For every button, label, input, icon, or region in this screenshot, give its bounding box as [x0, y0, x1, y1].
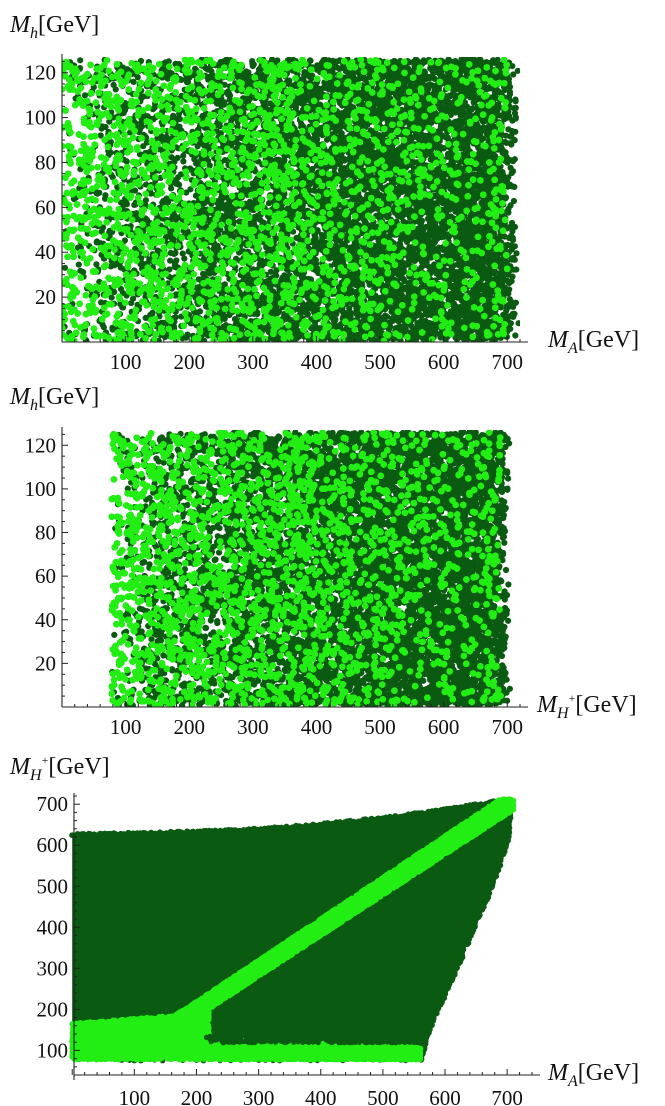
scatter-point	[515, 320, 520, 327]
scatter-point	[130, 78, 137, 85]
scatter-point	[128, 300, 135, 307]
scatter-point	[306, 337, 313, 342]
scatter-point	[339, 308, 346, 316]
scatter-point	[509, 237, 517, 244]
scatter-point	[508, 170, 515, 177]
scatter-point	[77, 57, 84, 64]
scatter-point	[134, 74, 141, 81]
scatter-point	[220, 101, 227, 108]
scatter-point	[476, 57, 483, 63]
scatter-point	[155, 337, 162, 342]
scatter-point	[512, 104, 519, 111]
scatter-point	[512, 332, 519, 339]
chart-1-points	[62, 57, 520, 342]
scatter-point	[149, 309, 156, 316]
scatter-point	[180, 158, 187, 165]
scatter-point	[200, 270, 207, 277]
scatter-point	[510, 197, 517, 205]
